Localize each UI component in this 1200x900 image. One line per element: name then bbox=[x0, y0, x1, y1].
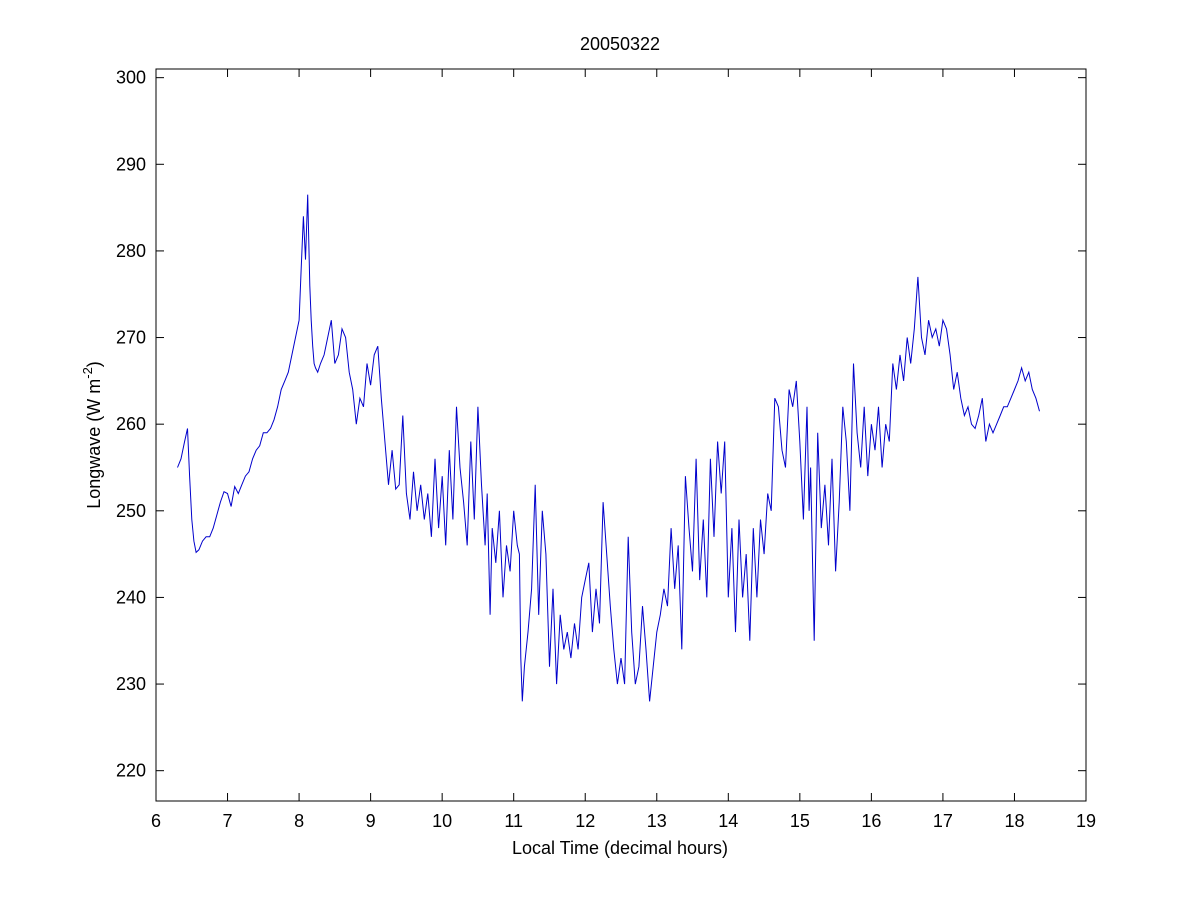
y-axis-label-suffix: ) bbox=[84, 361, 104, 367]
x-tick-label-19: 19 bbox=[1076, 811, 1096, 831]
x-tick-label-11: 11 bbox=[504, 811, 523, 831]
y-axis-ticks: 220 230 240 250 260 270 280 290 300 bbox=[116, 68, 1086, 781]
y-tick-label-220: 220 bbox=[116, 761, 146, 781]
x-tick-label-14: 14 bbox=[718, 811, 738, 831]
y-tick-label-290: 290 bbox=[116, 154, 146, 174]
y-axis-label: Longwave (W m-2) bbox=[80, 361, 104, 509]
x-tick-label-15: 15 bbox=[790, 811, 810, 831]
series-line-longwave bbox=[177, 194, 1040, 702]
y-tick-label-270: 270 bbox=[116, 328, 146, 348]
x-tick-label-13: 13 bbox=[647, 811, 667, 831]
x-axis-ticks: 6 7 8 9 10 11 12 13 14 15 16 17 18 19 bbox=[151, 69, 1096, 831]
x-tick-label-6: 6 bbox=[151, 811, 161, 831]
x-tick-label-7: 7 bbox=[223, 811, 233, 831]
y-tick-label-280: 280 bbox=[116, 241, 146, 261]
y-axis-label-superscript: -2 bbox=[80, 367, 95, 379]
x-tick-label-9: 9 bbox=[366, 811, 376, 831]
y-tick-label-240: 240 bbox=[116, 587, 146, 607]
x-tick-label-16: 16 bbox=[861, 811, 881, 831]
y-tick-label-260: 260 bbox=[116, 414, 146, 434]
x-tick-label-18: 18 bbox=[1004, 811, 1024, 831]
chart-title: 20050322 bbox=[580, 34, 660, 54]
x-axis-label: Local Time (decimal hours) bbox=[512, 838, 728, 858]
x-tick-label-17: 17 bbox=[933, 811, 953, 831]
y-axis-label-main: Longwave (W m bbox=[84, 379, 104, 509]
y-tick-label-300: 300 bbox=[116, 68, 146, 88]
y-tick-label-250: 250 bbox=[116, 501, 146, 521]
plot-area-frame bbox=[155, 68, 1087, 802]
x-tick-label-10: 10 bbox=[432, 811, 452, 831]
x-tick-label-8: 8 bbox=[294, 811, 304, 831]
y-tick-label-230: 230 bbox=[116, 674, 146, 694]
x-tick-label-12: 12 bbox=[575, 811, 595, 831]
